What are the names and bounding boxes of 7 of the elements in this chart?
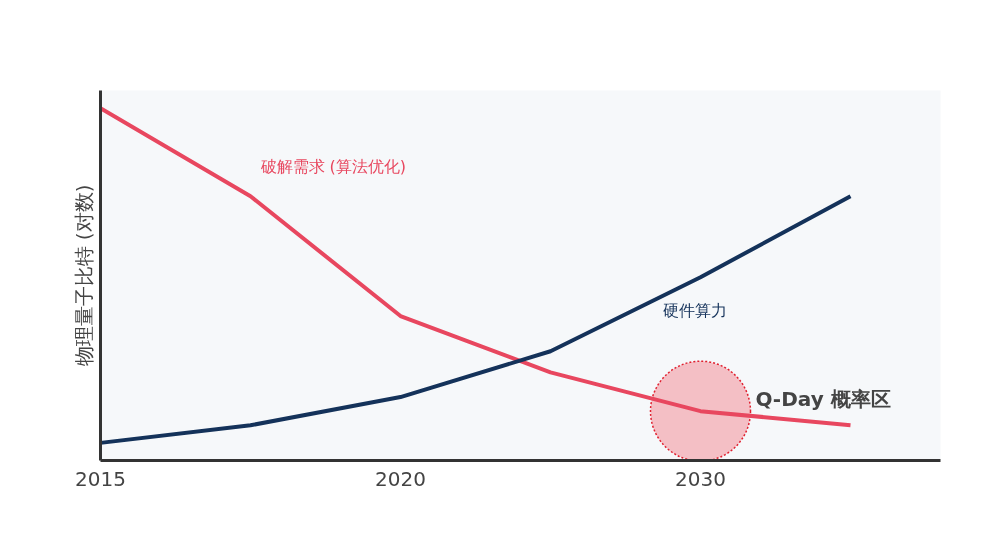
x-tick-label: 2030 [675,466,726,491]
y-axis-title: 物理量子比特 (对数) [71,184,96,367]
x-tick-label: 2020 [375,466,426,491]
series-label: 破解需求 (算法优化) [259,157,407,177]
x-tick-label: 2015 [75,466,126,491]
series-label: 硬件算力 [663,300,727,320]
annotation: Q-Day 概率区 [755,387,891,412]
